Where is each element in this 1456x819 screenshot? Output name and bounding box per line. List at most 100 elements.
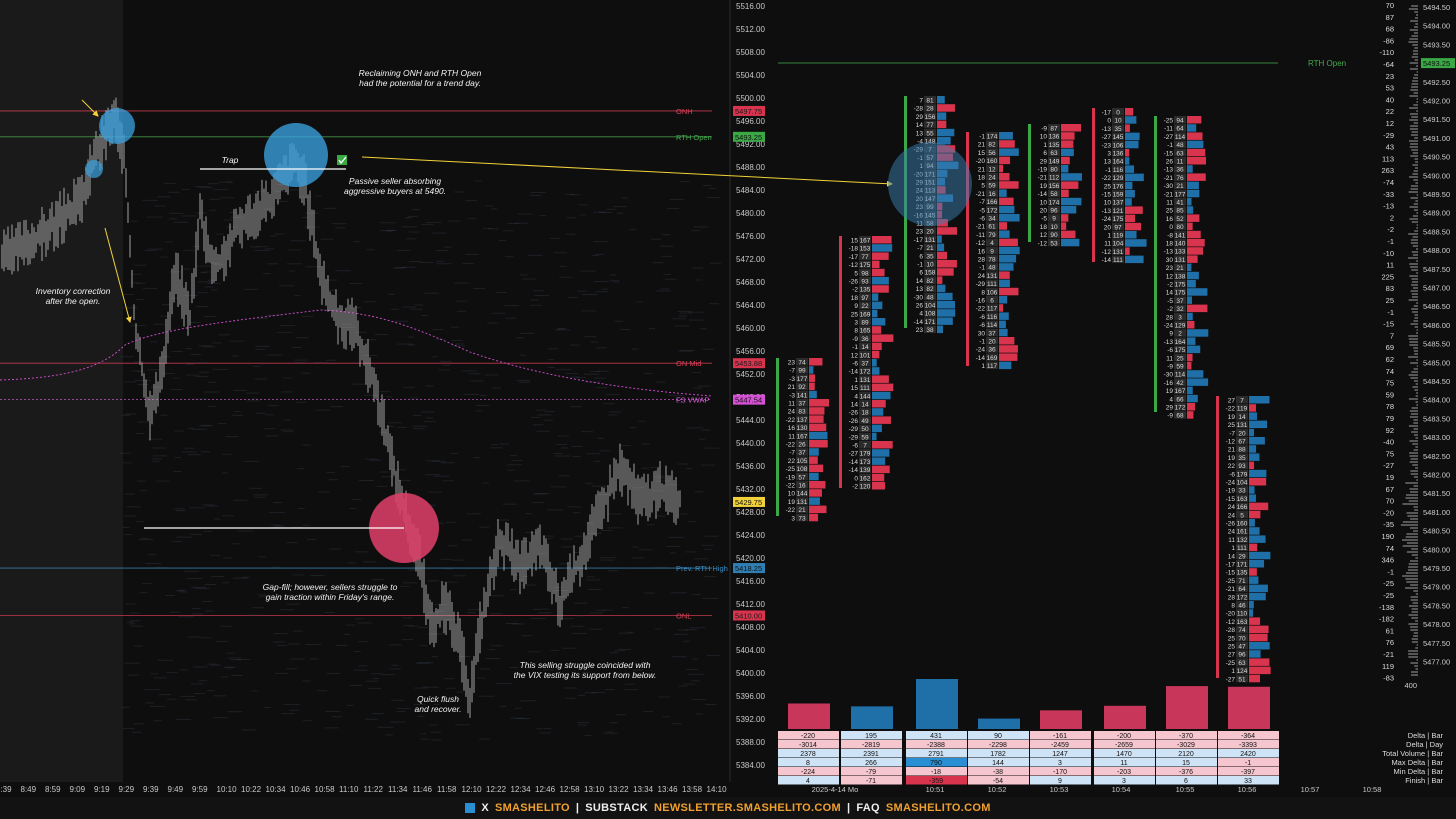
depth-heat-mark — [385, 230, 393, 232]
footprint-profile-bar — [872, 293, 879, 301]
stats-value: 1470 — [1116, 751, 1132, 758]
footprint-bid-value: -26 — [849, 410, 859, 417]
depth-heat-mark — [668, 395, 684, 397]
depth-heat-mark — [293, 359, 308, 361]
footprint-cell — [1174, 116, 1186, 124]
footprint-ask-value: 159 — [1113, 192, 1124, 199]
depth-heat-mark — [558, 328, 567, 330]
volume-profile-bar — [1414, 74, 1418, 76]
stats-value: -79 — [866, 769, 876, 776]
depth-heat-mark — [225, 436, 239, 438]
level-price-tag-text: 5418.25 — [735, 564, 762, 573]
footprint-bid-value: -18 — [849, 246, 859, 253]
footprint-bid-value: -14 — [849, 459, 859, 466]
footprint-profile-bar — [937, 268, 954, 276]
footprint-bid-value: -13 — [1164, 339, 1174, 346]
volume-profile-bar — [1409, 107, 1418, 109]
volume-profile-bar — [1409, 68, 1418, 70]
footprint-profile-bar — [1249, 437, 1265, 445]
depth-heat-mark — [227, 711, 243, 713]
depth-heat-mark — [465, 200, 477, 202]
depth-heat-mark — [257, 594, 267, 596]
depth-heat-mark — [120, 452, 131, 454]
depth-heat-mark — [229, 212, 238, 214]
delta-axis-value: -64 — [1383, 60, 1394, 69]
depth-heat-mark — [131, 370, 139, 372]
volume-profile-bar — [1402, 503, 1418, 505]
footprint-bid-value: -12 — [976, 240, 986, 247]
depth-heat-mark — [190, 353, 202, 355]
depth-heat-mark — [605, 394, 620, 396]
footprint-profile-bar — [1249, 601, 1254, 609]
footprint-profile-bar — [809, 366, 814, 374]
footprint-bid-value: -27 — [849, 451, 859, 458]
footprint-bid-value: -19 — [1226, 488, 1236, 495]
depth-heat-mark — [577, 290, 587, 292]
footprint-profile-bar — [1187, 230, 1201, 239]
depth-heat-mark — [584, 692, 596, 694]
price-axis-label: 5464.00 — [736, 301, 765, 310]
depth-heat-mark — [561, 546, 574, 548]
footprint-profile-bar — [809, 390, 817, 399]
volume-profile-bar — [1411, 308, 1418, 310]
time-axis-label: 9:49 — [168, 785, 184, 794]
footprint-profile-bar — [1187, 239, 1205, 247]
footprint-ask-value: 172 — [860, 369, 871, 376]
footprint-cell — [1236, 478, 1248, 486]
depth-heat-mark — [606, 731, 613, 733]
depth-heat-mark — [289, 709, 299, 711]
volume-profile-bar — [1410, 473, 1418, 475]
footprint-time-label: 10:58 — [1363, 785, 1382, 794]
footprint-delta-strip — [839, 236, 842, 488]
depth-heat-mark — [427, 612, 439, 614]
footprint-bid-value: -3 — [789, 376, 795, 383]
depth-heat-mark — [313, 361, 330, 363]
depth-heat-mark — [325, 279, 338, 281]
depth-heat-mark — [231, 674, 243, 676]
footprint-profile-bar — [872, 244, 893, 252]
depth-heat-mark — [693, 226, 709, 228]
depth-heat-mark — [364, 394, 379, 396]
footprint-bid-value: -29 — [849, 426, 859, 433]
footer-newsletter-link[interactable]: NEWSLETTER.SMASHELITO.COM — [653, 802, 841, 814]
footprint-bid-value: -9 — [1167, 413, 1173, 420]
annotation-trap: Trap — [221, 155, 239, 165]
depth-heat-mark — [272, 641, 286, 643]
footprint-ask-value: 166 — [1237, 504, 1248, 511]
depth-heat-mark — [135, 299, 145, 301]
depth-heat-mark — [593, 211, 607, 213]
depth-heat-mark — [417, 662, 434, 664]
depth-heat-mark — [394, 267, 407, 269]
depth-heat-mark — [274, 190, 289, 192]
depth-heat-mark — [703, 447, 720, 449]
depth-heat-mark — [188, 454, 201, 456]
depth-heat-mark — [124, 603, 136, 605]
volume-profile-bar — [1408, 191, 1418, 193]
depth-heat-mark — [366, 680, 378, 682]
footprint-ask-value: 66 — [1176, 396, 1184, 403]
depth-heat-mark — [556, 328, 564, 330]
footprint-profile-bar — [937, 227, 958, 235]
price-axis-label: 5484.00 — [736, 186, 765, 195]
footprint-ask-value: 35 — [1238, 455, 1246, 462]
stats-cell — [968, 731, 1029, 740]
footprint-profile-bar — [872, 260, 880, 269]
depth-heat-mark — [231, 543, 241, 545]
footer-handle[interactable]: SMASHELITO — [494, 802, 570, 814]
footprint-ask-value: 111 — [1113, 257, 1123, 264]
depth-heat-mark — [267, 354, 283, 356]
footprint-profile-bar — [937, 235, 942, 243]
depth-heat-mark — [595, 347, 607, 349]
delta-axis-value: 68 — [1386, 25, 1394, 34]
depth-heat-mark — [539, 215, 547, 217]
right-axis-label: 5484.50 — [1423, 377, 1450, 386]
depth-heat-mark — [138, 539, 154, 541]
depth-heat-mark — [121, 706, 131, 708]
depth-heat-mark — [254, 249, 270, 251]
footer-faq-link[interactable]: SMASHELITO.COM — [885, 802, 991, 814]
depth-heat-mark — [328, 479, 339, 481]
depth-heat-mark — [529, 195, 541, 197]
stats-cell — [778, 749, 839, 758]
footprint-bid-value: -21 — [976, 224, 986, 231]
level-price-tag — [733, 105, 765, 116]
